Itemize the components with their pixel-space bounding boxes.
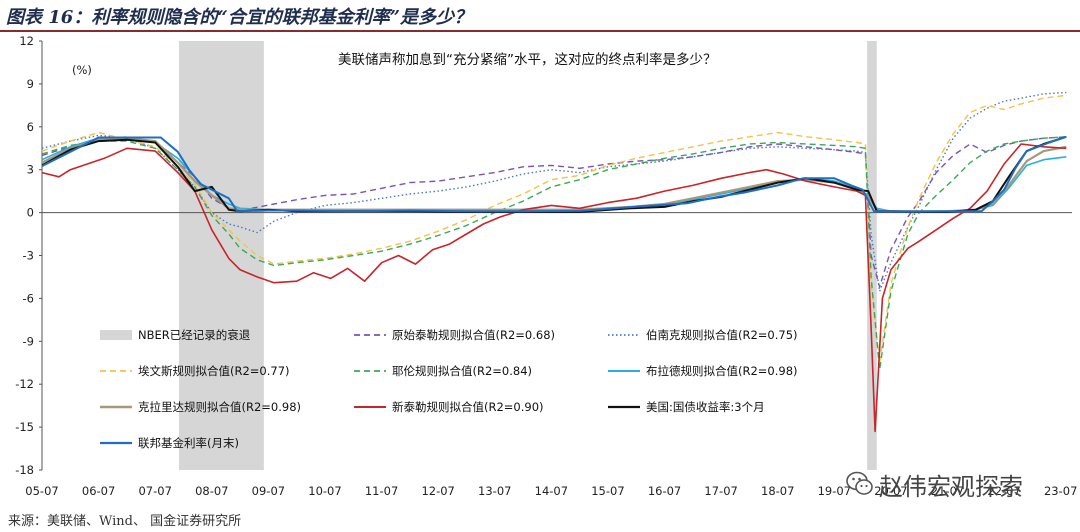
legend-label: 联邦基金利率(月末) bbox=[138, 436, 239, 450]
x-tick-label: 14-07 bbox=[535, 484, 568, 498]
legend-label: NBER已经记录的衰退 bbox=[138, 328, 251, 342]
x-tick-label: 22-07 bbox=[987, 484, 1020, 498]
series-line-6 bbox=[41, 143, 1067, 433]
series-line-2 bbox=[41, 94, 1067, 364]
legend-item-9: 联邦基金利率(月末) bbox=[100, 436, 239, 450]
y-tick-label: 12 bbox=[19, 34, 34, 48]
legend-item-1: 原始泰勒规则拟合值(R2=0.68) bbox=[354, 328, 555, 342]
legend-label: 原始泰勒规则拟合值(R2=0.68) bbox=[392, 328, 555, 342]
y-tick-label: -3 bbox=[23, 249, 34, 263]
legend-item-4: 耶伦规则拟合值(R2=0.84) bbox=[354, 364, 532, 378]
chart-annotation: 美联储声称加息到“充分紧缩”水平，这对应的终点利率是多少？ bbox=[338, 51, 717, 68]
x-tick-label: 05-07 bbox=[25, 484, 58, 498]
x-tick-label: 17-07 bbox=[704, 484, 737, 498]
series-lines bbox=[41, 91, 1067, 433]
y-tick-label: -6 bbox=[23, 291, 34, 305]
wechat-logo-icon bbox=[846, 471, 873, 495]
x-tick-label: 21-07 bbox=[931, 484, 964, 498]
legend-item-3: 埃文斯规则拟合值(R2=0.77) bbox=[100, 364, 290, 378]
tick-labels: 12 9 6 3 0 -3 -6 -9 -12 -15 -18 05-07 06-07 07-07 08-0… bbox=[15, 34, 1077, 498]
x-tick-label: 09-07 bbox=[252, 484, 285, 498]
y-tick-label: 0 bbox=[27, 206, 34, 220]
x-tick-label: 06-07 bbox=[82, 484, 115, 498]
watermark: 赵伟宏观探索 bbox=[845, 466, 1023, 502]
y-tick-label: 6 bbox=[27, 120, 34, 134]
legend-label: 新泰勒规则拟合值(R2=0.90) bbox=[392, 400, 544, 414]
watermark-text: 赵伟宏观探索 bbox=[879, 472, 1023, 501]
x-tick-label: 12-07 bbox=[421, 484, 454, 498]
x-tick-label: 07-07 bbox=[138, 484, 171, 498]
series-line-0 bbox=[41, 136, 1067, 288]
legend-label: 伯南克规则拟合值(R2=0.75) bbox=[646, 328, 798, 342]
recession-band-1 bbox=[867, 41, 877, 470]
x-tick-label: 15-07 bbox=[591, 484, 624, 498]
series-line-3 bbox=[41, 136, 1067, 371]
legend-label: 耶伦规则拟合值(R2=0.84) bbox=[392, 364, 532, 378]
x-tick-label: 23-07 bbox=[1044, 484, 1077, 498]
y-tick-label: -12 bbox=[15, 377, 34, 391]
x-tick-label: 08-07 bbox=[195, 484, 228, 498]
x-tick-label: 19-07 bbox=[818, 484, 851, 498]
legend-label: 克拉里达规则拟合值(R2=0.98) bbox=[138, 400, 301, 414]
x-tick-label: 13-07 bbox=[478, 484, 511, 498]
title-divider bbox=[0, 30, 1080, 32]
chart-title: 图表 16：利率规则隐含的“合宜的联邦基金利率”是多少？ bbox=[6, 7, 473, 28]
x-tick-label: 16-07 bbox=[648, 484, 681, 498]
recession-bands bbox=[178, 41, 877, 470]
y-tick-label: 9 bbox=[27, 77, 34, 91]
legend-label: 埃文斯规则拟合值(R2=0.77) bbox=[138, 364, 290, 378]
x-tick-label: 10-07 bbox=[308, 484, 341, 498]
legend-swatch bbox=[100, 330, 132, 340]
series-line-8 bbox=[41, 135, 1067, 213]
y-tick-label: -15 bbox=[15, 420, 34, 434]
series-line-1 bbox=[41, 91, 1067, 292]
x-tick-label: 11-07 bbox=[365, 484, 398, 498]
x-tick-label: 20-07 bbox=[874, 484, 907, 498]
legend-item-7: 新泰勒规则拟合值(R2=0.90) bbox=[354, 400, 544, 414]
line-chart: 12 9 6 3 0 -3 -6 -9 -12 -15 -18 05-07 06-07 07-07 08-0… bbox=[15, 34, 1077, 498]
legend-item-8: 美国:国债收益率:3个月 bbox=[608, 400, 765, 414]
unit-label: (%) bbox=[72, 63, 92, 77]
y-tick-label: 3 bbox=[27, 163, 34, 177]
legend-item-6: 克拉里达规则拟合值(R2=0.98) bbox=[100, 400, 301, 414]
recession-band-0 bbox=[178, 41, 264, 470]
legend-label: 布拉德规则拟合值(R2=0.98) bbox=[646, 364, 798, 378]
legend: NBER已经记录的衰退 原始泰勒规则拟合值(R2=0.68) 伯南克规则拟合值(R2… bbox=[100, 328, 798, 450]
legend-item-0: NBER已经记录的衰退 bbox=[100, 328, 251, 342]
source-note: 来源：美联储、Wind、 国金证券研究所 bbox=[8, 514, 242, 529]
legend-item-5: 布拉德规则拟合值(R2=0.98) bbox=[608, 364, 798, 378]
legend-label: 美国:国债收益率:3个月 bbox=[646, 400, 765, 414]
x-tick-label: 18-07 bbox=[761, 484, 794, 498]
legend-item-2: 伯南克规则拟合值(R2=0.75) bbox=[608, 328, 798, 342]
y-tick-label: -9 bbox=[23, 334, 34, 348]
y-tick-label: -18 bbox=[15, 463, 34, 477]
